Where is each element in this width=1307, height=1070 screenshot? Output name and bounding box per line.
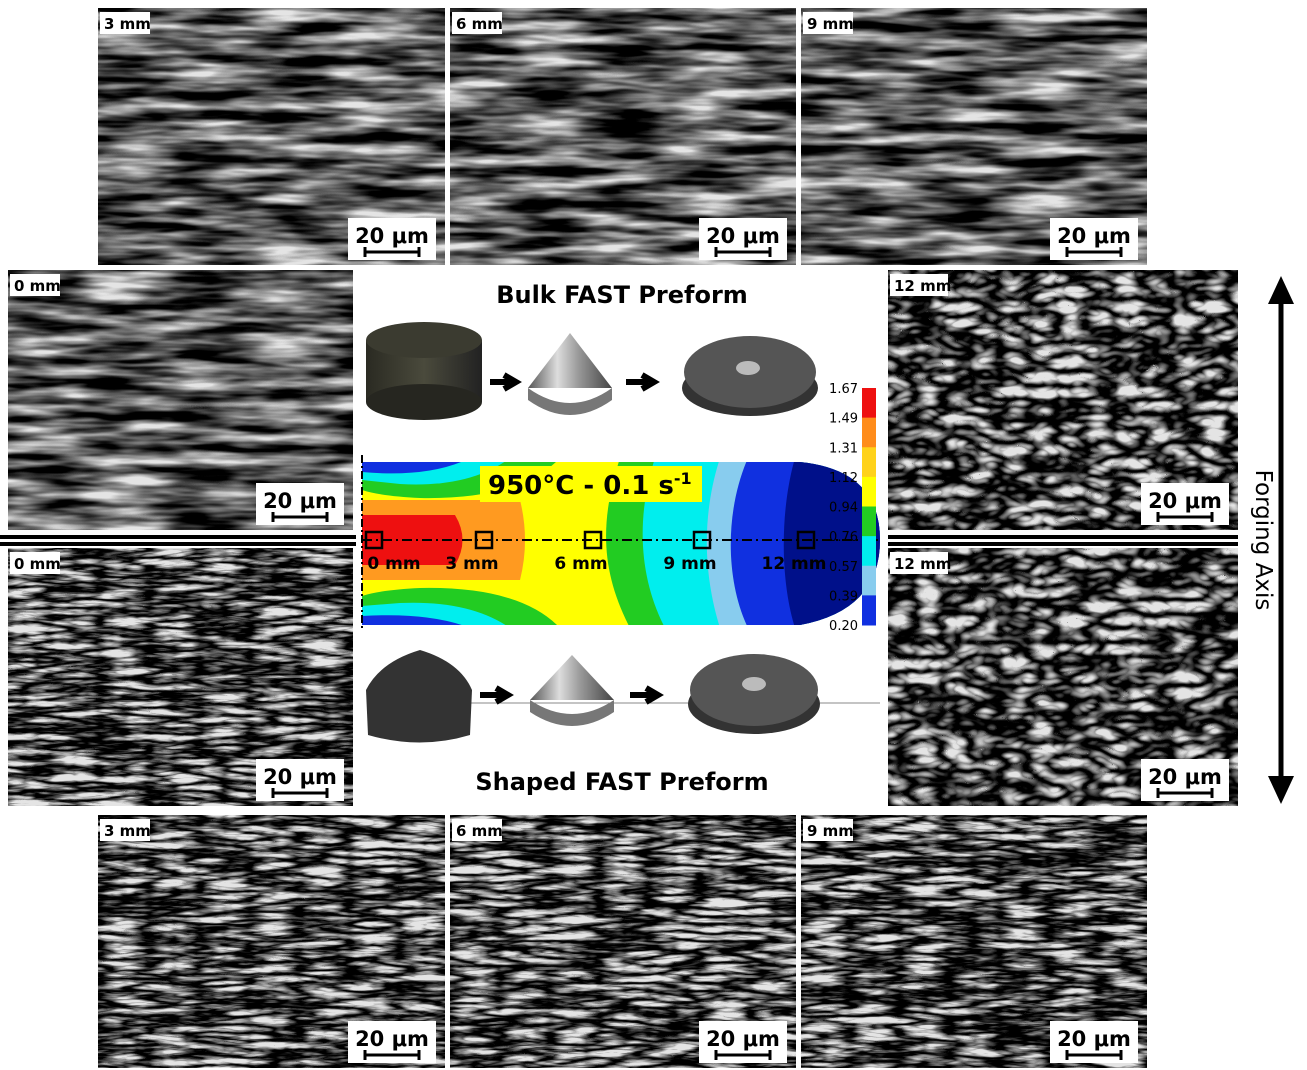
cylinder-top bbox=[366, 322, 482, 358]
cylinder-bottom bbox=[366, 384, 482, 420]
condition-label: 950°C - 0.1 s-1 bbox=[488, 469, 692, 501]
panel-label: 0 mm bbox=[14, 277, 61, 295]
panel-label: 0 mm bbox=[14, 555, 61, 573]
position-label: 0 mm bbox=[367, 554, 420, 574]
scale-label: 20 μm bbox=[1057, 224, 1131, 248]
scale-label: 20 μm bbox=[1148, 489, 1222, 513]
micrograph: 0 mm 20 μm bbox=[8, 270, 353, 530]
bottom-title: Shaped FAST Preform bbox=[475, 768, 768, 796]
panel-label: 3 mm bbox=[104, 15, 151, 33]
panel-label: 12 mm bbox=[894, 277, 951, 295]
colorbar-label: 0.20 bbox=[829, 619, 858, 634]
scale-label: 20 μm bbox=[1057, 1027, 1131, 1051]
colorbar-label: 1.12 bbox=[829, 471, 858, 486]
colorbar-label: 1.67 bbox=[829, 382, 858, 397]
scale-label: 20 μm bbox=[263, 489, 337, 513]
position-label: 9 mm bbox=[663, 554, 716, 574]
top-title: Bulk FAST Preform bbox=[496, 281, 748, 309]
scale-label: 20 μm bbox=[355, 1027, 429, 1051]
scale-label: 20 μm bbox=[1148, 765, 1222, 789]
micrograph: 6 mm 20 μm bbox=[450, 8, 796, 265]
position-label: 3 mm bbox=[445, 554, 498, 574]
micrograph: 9 mm 20 μm bbox=[801, 8, 1147, 265]
forging-axis: Forging Axis bbox=[1250, 276, 1294, 804]
micrograph: 0 mm 20 μm bbox=[8, 548, 353, 806]
center-schematic: Bulk FAST Preform Shaped FAST Preform bbox=[356, 268, 888, 806]
colorbar-label: 0.39 bbox=[829, 589, 858, 604]
scale-label: 20 μm bbox=[706, 1027, 780, 1051]
disc-center bbox=[742, 677, 766, 691]
colorbar-label: 0.57 bbox=[829, 560, 858, 575]
panel-label: 9 mm bbox=[807, 822, 854, 840]
micrograph: 9 mm 20 μm bbox=[801, 815, 1147, 1068]
colorbar-segment bbox=[862, 447, 876, 477]
figure: 3 mm20 μm6 mm20 μm9 mm20 μm0 mm20 μm12 m… bbox=[0, 0, 1307, 1070]
colorbar-label: 0.76 bbox=[829, 530, 858, 545]
panel-label: 12 mm bbox=[894, 555, 951, 573]
axis-label: Forging Axis bbox=[1250, 470, 1276, 611]
micrograph: 6 mm 20 μm bbox=[450, 815, 796, 1068]
colorbar-label: 1.49 bbox=[829, 412, 858, 427]
scale-label: 20 μm bbox=[706, 224, 780, 248]
micrograph: 3 mm 20 μm bbox=[98, 8, 445, 265]
colorbar-segment bbox=[862, 595, 876, 625]
colorbar-segment bbox=[862, 566, 876, 596]
disc-center bbox=[736, 361, 760, 375]
panel-label: 3 mm bbox=[104, 822, 151, 840]
micrograph: 12 mm 20 μm bbox=[888, 548, 1238, 806]
colorbar-segment bbox=[862, 477, 876, 507]
scale-label: 20 μm bbox=[355, 224, 429, 248]
colorbar-segment bbox=[862, 388, 876, 418]
colorbar-label: 1.31 bbox=[829, 441, 858, 456]
panel-label: 6 mm bbox=[456, 822, 503, 840]
colorbar-segment bbox=[862, 418, 876, 448]
micrograph: 3 mm 20 μm bbox=[98, 815, 445, 1068]
position-label: 12 mm bbox=[761, 554, 826, 574]
colorbar-segment bbox=[862, 536, 876, 566]
colorbar-label: 0.94 bbox=[829, 501, 858, 516]
panel-label: 9 mm bbox=[807, 15, 854, 33]
panel-label: 6 mm bbox=[456, 15, 503, 33]
position-label: 6 mm bbox=[554, 554, 607, 574]
colorbar: 1.67 1.49 1.31 1.12 0.94 0.76 0.57 0.39 0.20 bbox=[829, 382, 876, 634]
micrograph: 12 mm 20 μm bbox=[888, 270, 1238, 530]
colorbar-segment bbox=[862, 507, 876, 537]
scale-label: 20 μm bbox=[263, 765, 337, 789]
